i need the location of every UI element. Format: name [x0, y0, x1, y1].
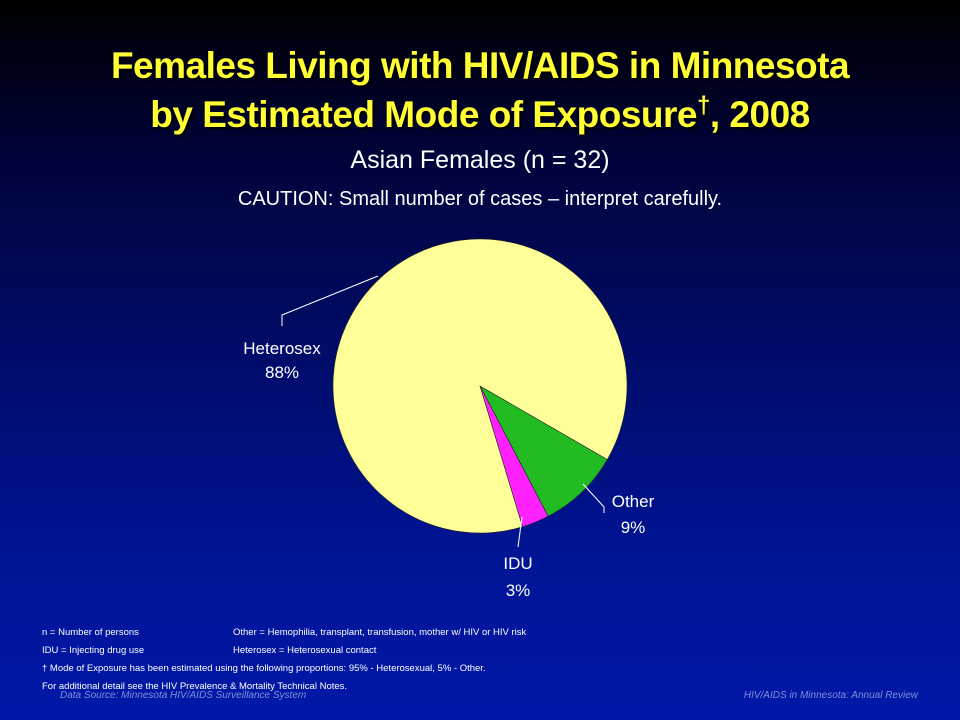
chart-subtitle: Asian Females (n = 32): [350, 146, 610, 174]
footer-data-source: Data Source: Minnesota HIV/AIDS Surveill…: [60, 690, 307, 701]
title-line-1: Females Living with HIV/AIDS in Minnesot…: [110, 45, 850, 86]
leader-line-idu: [517, 516, 523, 548]
title-line-2: by Estimated Mode of Exposure†, 2008: [0, 86, 960, 135]
chart-title: Females Living with HIV/AIDS in Minnesot…: [0, 46, 960, 135]
pie-slice-other: [479, 385, 608, 517]
slice-value-heterosex: 88%: [265, 363, 299, 382]
title-line-2-text: by Estimated Mode of Exposure: [150, 94, 698, 135]
note-heterosex-definition: Heterosex = Heterosexual contact: [233, 645, 377, 656]
note-technical-detail: For additional detail see the HIV Preval…: [42, 681, 348, 692]
slice-label-heterosex: Heterosex: [243, 339, 321, 358]
title-year: , 2008: [709, 94, 810, 135]
leader-line-other: [582, 483, 605, 513]
leader-lines: [281, 275, 605, 548]
footer-annual-review: HIV/AIDS in Minnesota: Annual Review: [743, 690, 918, 701]
slice-value-idu: 3%: [506, 581, 531, 600]
caution-note: CAUTION: Small number of cases – interpr…: [237, 188, 723, 210]
slice-labels: Heterosex 88% Other 9% IDU 3%: [243, 339, 654, 600]
pie-slice-heterosex: [332, 238, 628, 534]
title-dagger: †: [697, 92, 710, 119]
note-other-definition: Other = Hemophilia, transplant, transfus…: [233, 627, 527, 638]
note-n-definition: n = Number of persons: [42, 627, 139, 638]
leader-line-heterosex: [281, 275, 379, 326]
slice-label-idu: IDU: [503, 554, 532, 573]
pie-slices: [332, 238, 628, 534]
slice-label-other: Other: [612, 492, 655, 511]
note-idu-definition: IDU = Injecting drug use: [42, 645, 145, 656]
note-mode-of-exposure: † Mode of Exposure has been estimated us…: [42, 663, 486, 674]
slice-value-other: 9%: [621, 518, 646, 537]
